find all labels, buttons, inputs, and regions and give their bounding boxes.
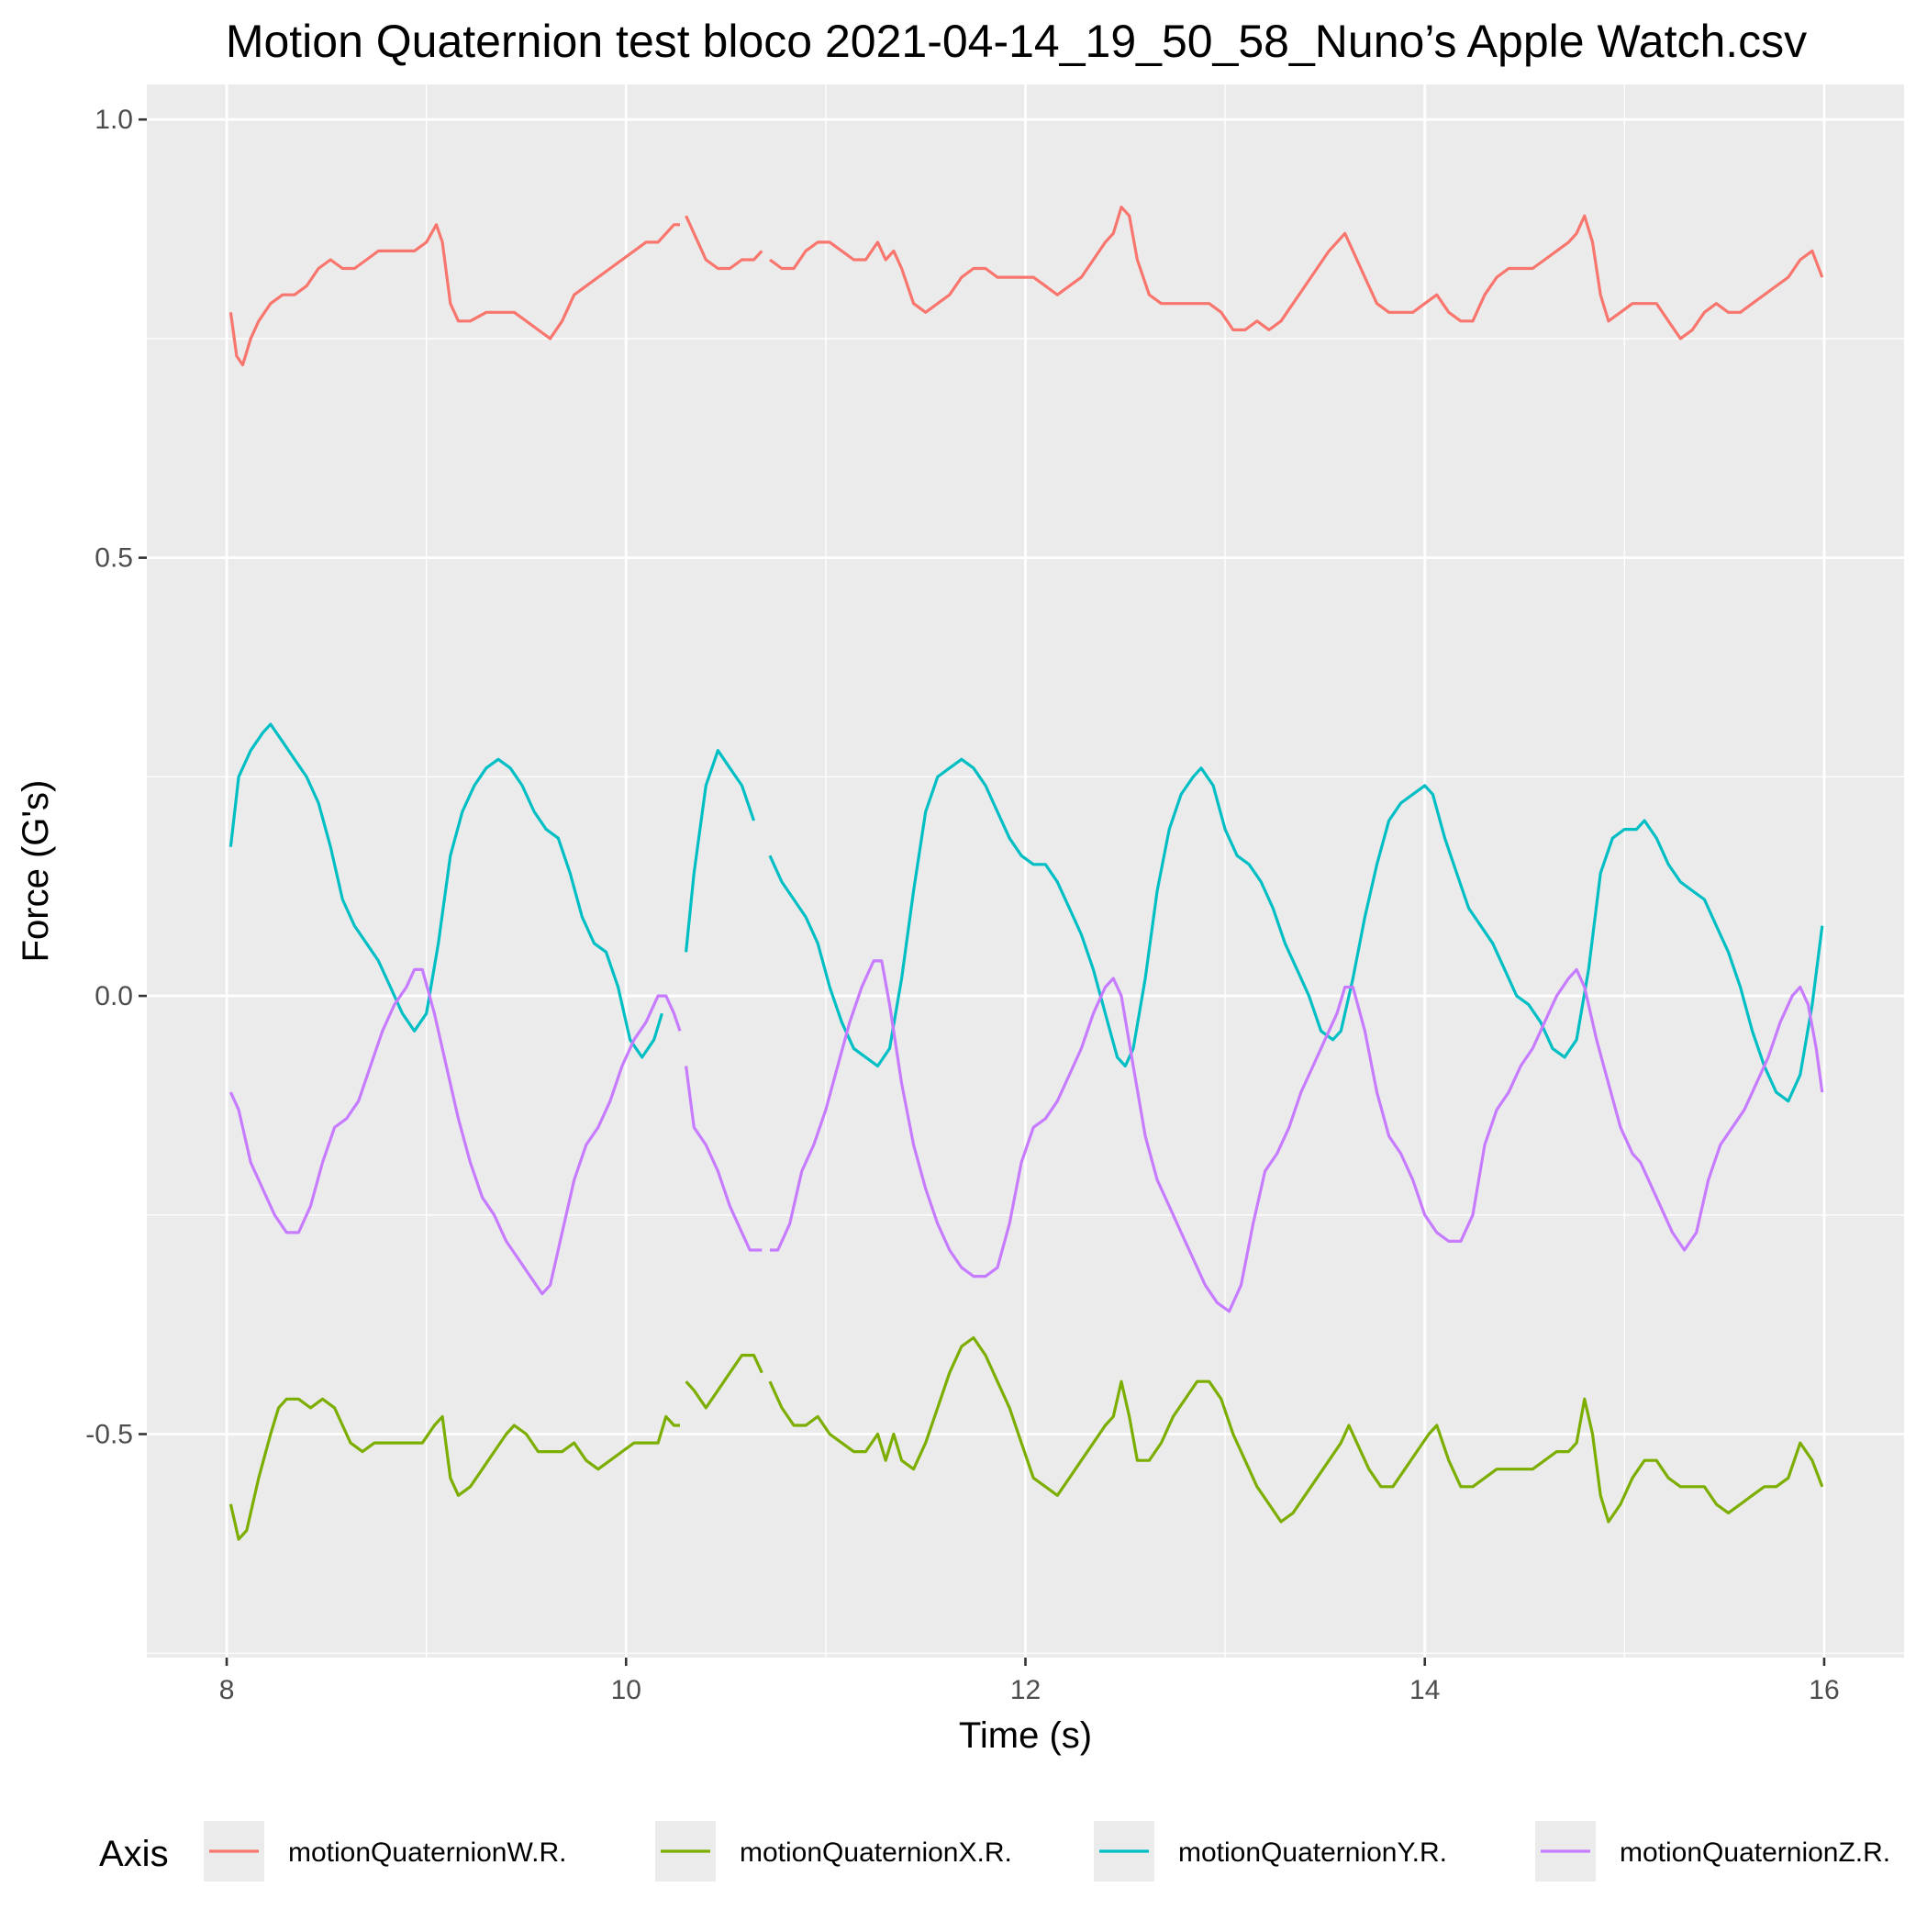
series-line <box>768 757 1824 1103</box>
legend-label: motionQuaternionX.R. <box>740 1837 1012 1868</box>
y-axis-title: Force (G's) <box>16 780 56 963</box>
y-tick-label: 1.0 <box>95 105 133 135</box>
series-motionQuaternionY.R. <box>228 722 1824 1103</box>
series-line <box>685 1353 763 1410</box>
series-motionQuaternionX.R. <box>228 1335 1824 1541</box>
x-tick-label: 12 <box>1010 1675 1041 1705</box>
series-line <box>770 959 1824 1313</box>
axis-layer: -0.5 0.0 0.5 1.0 8 10 12 14 16 <box>85 105 1839 1705</box>
legend-item: motionQuaternionZ.R. <box>1535 1821 1890 1882</box>
x-tick-label: 10 <box>611 1675 641 1705</box>
legend-label: motionQuaternionW.R. <box>288 1837 566 1868</box>
chart-title: Motion Quaternion test bloco 2021-04-14_… <box>226 16 1807 67</box>
legend-label: motionQuaternionY.R. <box>1178 1837 1447 1868</box>
y-tick-label: 0.5 <box>95 543 133 574</box>
x-tick-label: 16 <box>1809 1675 1839 1705</box>
series-line <box>228 722 663 1059</box>
legend: Axis motionQuaternionW.R. motionQuaternio… <box>99 1821 1890 1882</box>
series-line <box>228 1397 680 1541</box>
legend-item: motionQuaternionX.R. <box>655 1821 1012 1882</box>
series-line <box>769 206 1824 341</box>
legend-title: Axis <box>99 1834 169 1874</box>
y-tick-label: -0.5 <box>85 1420 133 1450</box>
series-line <box>685 749 756 953</box>
series-motionQuaternionZ.R. <box>228 959 1824 1313</box>
series-motionQuaternionW.R. <box>228 206 1824 367</box>
series-layer <box>228 206 1824 1541</box>
y-tick-label: 0.0 <box>95 981 133 1011</box>
series-line <box>768 1335 1824 1524</box>
legend-label: motionQuaternionZ.R. <box>1620 1837 1890 1868</box>
legend-item: motionQuaternionW.R. <box>204 1821 566 1882</box>
x-tick-label: 8 <box>219 1675 235 1705</box>
series-line <box>685 1066 763 1252</box>
x-tick-label: 14 <box>1409 1675 1440 1705</box>
series-line <box>685 215 763 271</box>
legend-item: motionQuaternionY.R. <box>1094 1821 1447 1882</box>
x-axis-title: Time (s) <box>959 1715 1092 1756</box>
series-line <box>228 223 680 367</box>
grid-layer <box>147 84 1904 1658</box>
series-line <box>228 967 682 1296</box>
